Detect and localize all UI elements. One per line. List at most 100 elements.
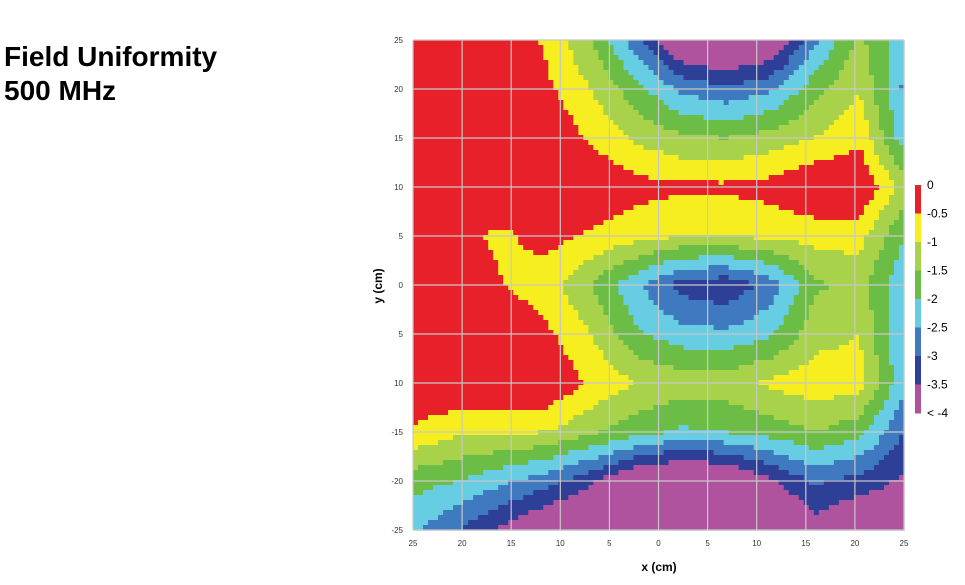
heatmap-cell	[573, 50, 579, 56]
heatmap-cell	[483, 70, 489, 76]
heatmap-cell	[863, 260, 870, 266]
heatmap-cell	[653, 110, 660, 116]
heatmap-cell	[658, 60, 665, 66]
heatmap-cell	[548, 265, 554, 271]
heatmap-cell	[758, 85, 765, 91]
heatmap-cell	[738, 235, 745, 241]
heatmap-cell	[513, 235, 519, 241]
heatmap-cell	[693, 215, 700, 221]
heatmap-cell	[813, 245, 820, 251]
heatmap-cell	[898, 90, 905, 96]
heatmap-cell	[518, 85, 524, 91]
heatmap-cell	[463, 100, 469, 106]
heatmap-cell	[428, 120, 434, 126]
heatmap-cell	[598, 95, 604, 101]
heatmap-cell	[888, 205, 895, 211]
heatmap-cell	[813, 255, 820, 261]
heatmap-cell	[843, 100, 850, 106]
heatmap-cell	[543, 210, 549, 216]
heatmap-cell	[888, 165, 895, 171]
heatmap-cell	[548, 195, 554, 201]
heatmap-cell	[483, 55, 489, 61]
heatmap-cell	[703, 255, 710, 261]
heatmap-cell	[668, 250, 675, 256]
heatmap-cell	[558, 270, 564, 276]
heatmap-cell	[598, 55, 604, 61]
heatmap-cell	[893, 220, 900, 226]
heatmap-cell	[593, 175, 599, 181]
heatmap-cell	[833, 285, 840, 291]
heatmap-cell	[898, 220, 905, 226]
heatmap-cell	[778, 200, 785, 206]
heatmap-cell	[738, 260, 745, 266]
heatmap-cell	[693, 255, 700, 261]
heatmap-cell	[843, 250, 850, 256]
heatmap-cell	[898, 170, 905, 176]
heatmap-cell	[553, 175, 559, 181]
heatmap-cell	[853, 85, 860, 91]
heatmap-cell	[853, 40, 860, 46]
heatmap-cell	[643, 170, 650, 176]
heatmap-cell	[568, 195, 574, 201]
heatmap-cell	[478, 285, 484, 291]
heatmap-cell	[543, 75, 549, 81]
heatmap-cell	[888, 265, 895, 271]
heatmap-cell	[568, 110, 574, 116]
heatmap-cell	[843, 165, 850, 171]
heatmap-cell	[623, 200, 630, 206]
heatmap-cell	[503, 205, 509, 211]
heatmap-cell	[843, 270, 850, 276]
heatmap-cell	[778, 55, 785, 61]
heatmap-cell	[773, 245, 780, 251]
heatmap-cell	[738, 165, 745, 171]
heatmap-cell	[608, 290, 615, 296]
heatmap-cell	[538, 175, 544, 181]
heatmap-cell	[573, 255, 579, 261]
heatmap-cell	[868, 175, 875, 181]
heatmap-cell	[483, 100, 489, 106]
heatmap-cell	[528, 290, 534, 296]
heatmap-cell	[638, 280, 645, 286]
heatmap-cell	[808, 130, 815, 136]
heatmap-cell	[443, 220, 449, 226]
heatmap-cell	[768, 160, 775, 166]
heatmap-cell	[713, 60, 720, 66]
heatmap-cell	[618, 65, 625, 71]
heatmap-cell	[863, 125, 870, 131]
heatmap-cell	[698, 255, 705, 261]
heatmap-cell	[493, 50, 499, 56]
heatmap-cell	[723, 220, 730, 226]
heatmap-cell	[848, 260, 855, 266]
heatmap-cell	[548, 160, 554, 166]
heatmap-cell	[733, 170, 740, 176]
heatmap-cell	[448, 225, 454, 231]
heatmap-cell	[708, 150, 715, 156]
heatmap-cell	[453, 130, 459, 136]
heatmap-cell	[848, 55, 855, 61]
heatmap-cell	[418, 270, 424, 276]
heatmap-cell	[898, 155, 905, 161]
heatmap-cell	[468, 105, 474, 111]
heatmap-cell	[843, 150, 850, 156]
heatmap-cell	[493, 100, 499, 106]
heatmap-cell	[828, 50, 835, 56]
heatmap-cell	[588, 45, 594, 51]
heatmap-cell	[768, 120, 775, 126]
heatmap-cell	[848, 160, 855, 166]
heatmap-cell	[603, 150, 609, 156]
heatmap-cell	[698, 205, 705, 211]
heatmap-cell	[413, 155, 419, 161]
heatmap-cell	[423, 160, 429, 166]
heatmap-cell	[803, 120, 810, 126]
heatmap-cell	[528, 75, 534, 81]
heatmap-cell	[498, 60, 504, 66]
heatmap-cell	[423, 185, 429, 191]
heatmap-cell	[598, 190, 604, 196]
heatmap-cell	[578, 145, 584, 151]
heatmap-cell	[713, 220, 720, 226]
heatmap-cell	[678, 205, 685, 211]
heatmap-cell	[683, 90, 690, 96]
heatmap-cell	[608, 195, 615, 201]
heatmap-cell	[518, 90, 524, 96]
heatmap-cell	[838, 105, 845, 111]
